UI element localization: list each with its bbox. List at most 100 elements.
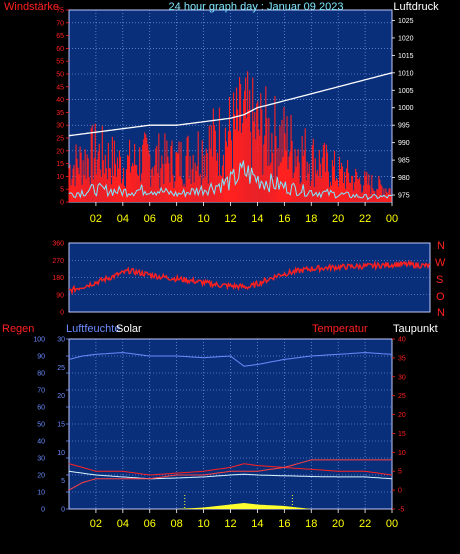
wind-direction-series-line bbox=[69, 259, 431, 296]
wind-tick-label: 65 bbox=[56, 33, 64, 40]
wind-tick-label: 0 bbox=[60, 200, 64, 207]
rain-tick-label: 50 bbox=[37, 422, 45, 429]
pressure-axis-title: Luftdruck bbox=[393, 1, 439, 13]
time-tick-label: 08 bbox=[171, 518, 183, 530]
humidity-tick-label: 15 bbox=[57, 422, 65, 429]
wind-tick-label: 25 bbox=[56, 136, 64, 143]
rain-tick-label: 0 bbox=[41, 507, 45, 514]
time-tick-label: 22 bbox=[359, 518, 371, 530]
wind-tick-label: 5 bbox=[60, 187, 64, 194]
humidity-tick-label: 5 bbox=[61, 478, 65, 485]
temperature-tick-label: 5 bbox=[398, 469, 402, 476]
time-tick-label: 22 bbox=[359, 213, 371, 225]
temperature-series-line bbox=[68, 463, 393, 476]
pressure-tick-label: 1005 bbox=[398, 88, 414, 95]
temperature-tick-label: 40 bbox=[398, 337, 406, 344]
temperature-tick-label: 0 bbox=[398, 488, 402, 495]
wind-axis-title: Windstärke bbox=[4, 1, 59, 13]
humidity-tick-label: 20 bbox=[57, 393, 65, 400]
time-tick-label: 02 bbox=[90, 213, 102, 225]
temperature-tick-label: 35 bbox=[398, 355, 406, 362]
pressure-tick-label: 1000 bbox=[398, 105, 414, 112]
wind-tick-label: 15 bbox=[56, 161, 64, 168]
time-tick-label: 02 bbox=[90, 518, 102, 530]
wind-tick-label: 10 bbox=[56, 174, 64, 181]
rain-tick-label: 20 bbox=[37, 473, 45, 480]
time-tick-label: 16 bbox=[278, 213, 290, 225]
temperature-tick-label: 25 bbox=[398, 393, 406, 400]
humidity-tick-label: 0 bbox=[61, 507, 65, 514]
time-tick-label: 18 bbox=[305, 213, 317, 225]
time-tick-label: 12 bbox=[224, 213, 236, 225]
wind-dir-label-o: O bbox=[436, 291, 445, 303]
wind-tick-label: 60 bbox=[56, 46, 64, 53]
wind-tick-label: 30 bbox=[56, 123, 64, 130]
chart-title: 24 hour graph day : Januar 09 2023 bbox=[169, 1, 344, 13]
dewpoint-series-line bbox=[68, 470, 393, 480]
time-tick-label: 10 bbox=[197, 518, 209, 530]
wind-dir-label-s: S bbox=[436, 274, 443, 286]
pressure-tick-label: 995 bbox=[398, 123, 410, 130]
wind-tick-label: 45 bbox=[56, 84, 64, 91]
rain-tick-label: 80 bbox=[37, 371, 45, 378]
time-tick-label: 04 bbox=[117, 518, 129, 530]
temperature-tick-label: -5 bbox=[398, 507, 404, 514]
humidity-axis-title: Luftfeuchte bbox=[66, 323, 120, 335]
wind-dir-label-n-top: N bbox=[437, 240, 445, 252]
pressure-tick-label: 1015 bbox=[398, 53, 414, 60]
rain-tick-label: 40 bbox=[37, 439, 45, 446]
temperature-tick-label: 20 bbox=[398, 412, 406, 419]
wind-tick-label: 70 bbox=[56, 20, 64, 27]
rain-axis-title: Regen bbox=[2, 323, 34, 335]
wind-tick-label: 75 bbox=[56, 8, 64, 15]
pressure-tick-label: 990 bbox=[398, 140, 410, 147]
gust-series-line bbox=[68, 160, 393, 201]
wind-tick-label: 40 bbox=[56, 97, 64, 104]
temperature-tick-label: 10 bbox=[398, 450, 406, 457]
rain-series-line bbox=[68, 459, 392, 491]
time-tick-label: 00 bbox=[386, 518, 398, 530]
humidity-series-line bbox=[68, 352, 393, 367]
rain-tick-label: 60 bbox=[37, 405, 45, 412]
pressure-tick-label: 975 bbox=[398, 193, 410, 200]
wind-tick-label: 20 bbox=[56, 148, 64, 155]
temperature-tick-label: 30 bbox=[398, 374, 406, 381]
solar-axis-title: Solar bbox=[116, 323, 142, 335]
pressure-tick-label: 980 bbox=[398, 175, 410, 182]
humidity-tick-label: 10 bbox=[57, 450, 65, 457]
dewpoint-axis-title: Taupunkt bbox=[393, 323, 438, 335]
time-tick-label: 14 bbox=[251, 518, 263, 530]
time-tick-label: 12 bbox=[224, 518, 236, 530]
pressure-tick-label: 1020 bbox=[398, 35, 414, 42]
pressure-tick-label: 1025 bbox=[398, 18, 414, 25]
time-tick-label: 06 bbox=[144, 518, 156, 530]
temperature-axis-title: Temperatur bbox=[312, 323, 368, 335]
wind-dir-label-n-bottom: N bbox=[437, 307, 445, 319]
direction-tick-label: 0 bbox=[60, 310, 64, 317]
wind-tick-label: 35 bbox=[56, 110, 64, 117]
rain-tick-label: 70 bbox=[37, 388, 45, 395]
pressure-tick-label: 985 bbox=[398, 158, 410, 165]
humidity-tick-label: 30 bbox=[57, 337, 65, 344]
wind-dir-label-w: W bbox=[435, 257, 446, 269]
direction-tick-label: 270 bbox=[52, 258, 64, 265]
time-tick-label: 20 bbox=[332, 213, 344, 225]
pressure-tick-label: 1010 bbox=[398, 70, 414, 77]
direction-tick-label: 90 bbox=[56, 292, 64, 299]
time-tick-label: 08 bbox=[171, 213, 183, 225]
rain-tick-label: 90 bbox=[37, 354, 45, 361]
pressure-series-line bbox=[68, 72, 393, 137]
time-tick-label: 04 bbox=[117, 213, 129, 225]
direction-tick-label: 180 bbox=[52, 275, 64, 282]
wind-tick-label: 55 bbox=[56, 59, 64, 66]
wind-tick-label: 50 bbox=[56, 72, 64, 79]
time-tick-label: 14 bbox=[251, 213, 263, 225]
rain-tick-label: 30 bbox=[37, 456, 45, 463]
solar-series-area bbox=[69, 503, 392, 509]
time-tick-label: 16 bbox=[278, 518, 290, 530]
time-tick-label: 20 bbox=[332, 518, 344, 530]
direction-tick-label: 360 bbox=[52, 241, 64, 248]
time-tick-label: 18 bbox=[305, 518, 317, 530]
time-tick-label: 10 bbox=[197, 213, 209, 225]
